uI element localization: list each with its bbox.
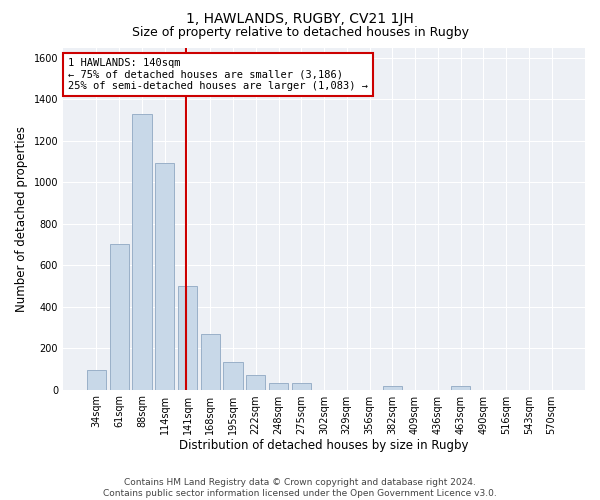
Bar [132,114,152,390]
Bar [269,383,288,390]
Bar [383,386,402,390]
Bar [110,244,129,390]
Text: 1, HAWLANDS, RUGBY, CV21 1JH: 1, HAWLANDS, RUGBY, CV21 1JH [186,12,414,26]
Bar [223,362,242,390]
Bar [155,162,175,390]
Bar [246,375,265,390]
Text: 1 HAWLANDS: 140sqm
← 75% of detached houses are smaller (3,186)
25% of semi-deta: 1 HAWLANDS: 140sqm ← 75% of detached hou… [68,58,368,91]
X-axis label: Distribution of detached houses by size in Rugby: Distribution of detached houses by size … [179,440,469,452]
Y-axis label: Number of detached properties: Number of detached properties [15,126,28,312]
Bar [451,386,470,390]
Bar [200,334,220,390]
Text: Contains HM Land Registry data © Crown copyright and database right 2024.
Contai: Contains HM Land Registry data © Crown c… [103,478,497,498]
Text: Size of property relative to detached houses in Rugby: Size of property relative to detached ho… [131,26,469,39]
Bar [292,383,311,390]
Bar [178,286,197,390]
Bar [87,370,106,390]
